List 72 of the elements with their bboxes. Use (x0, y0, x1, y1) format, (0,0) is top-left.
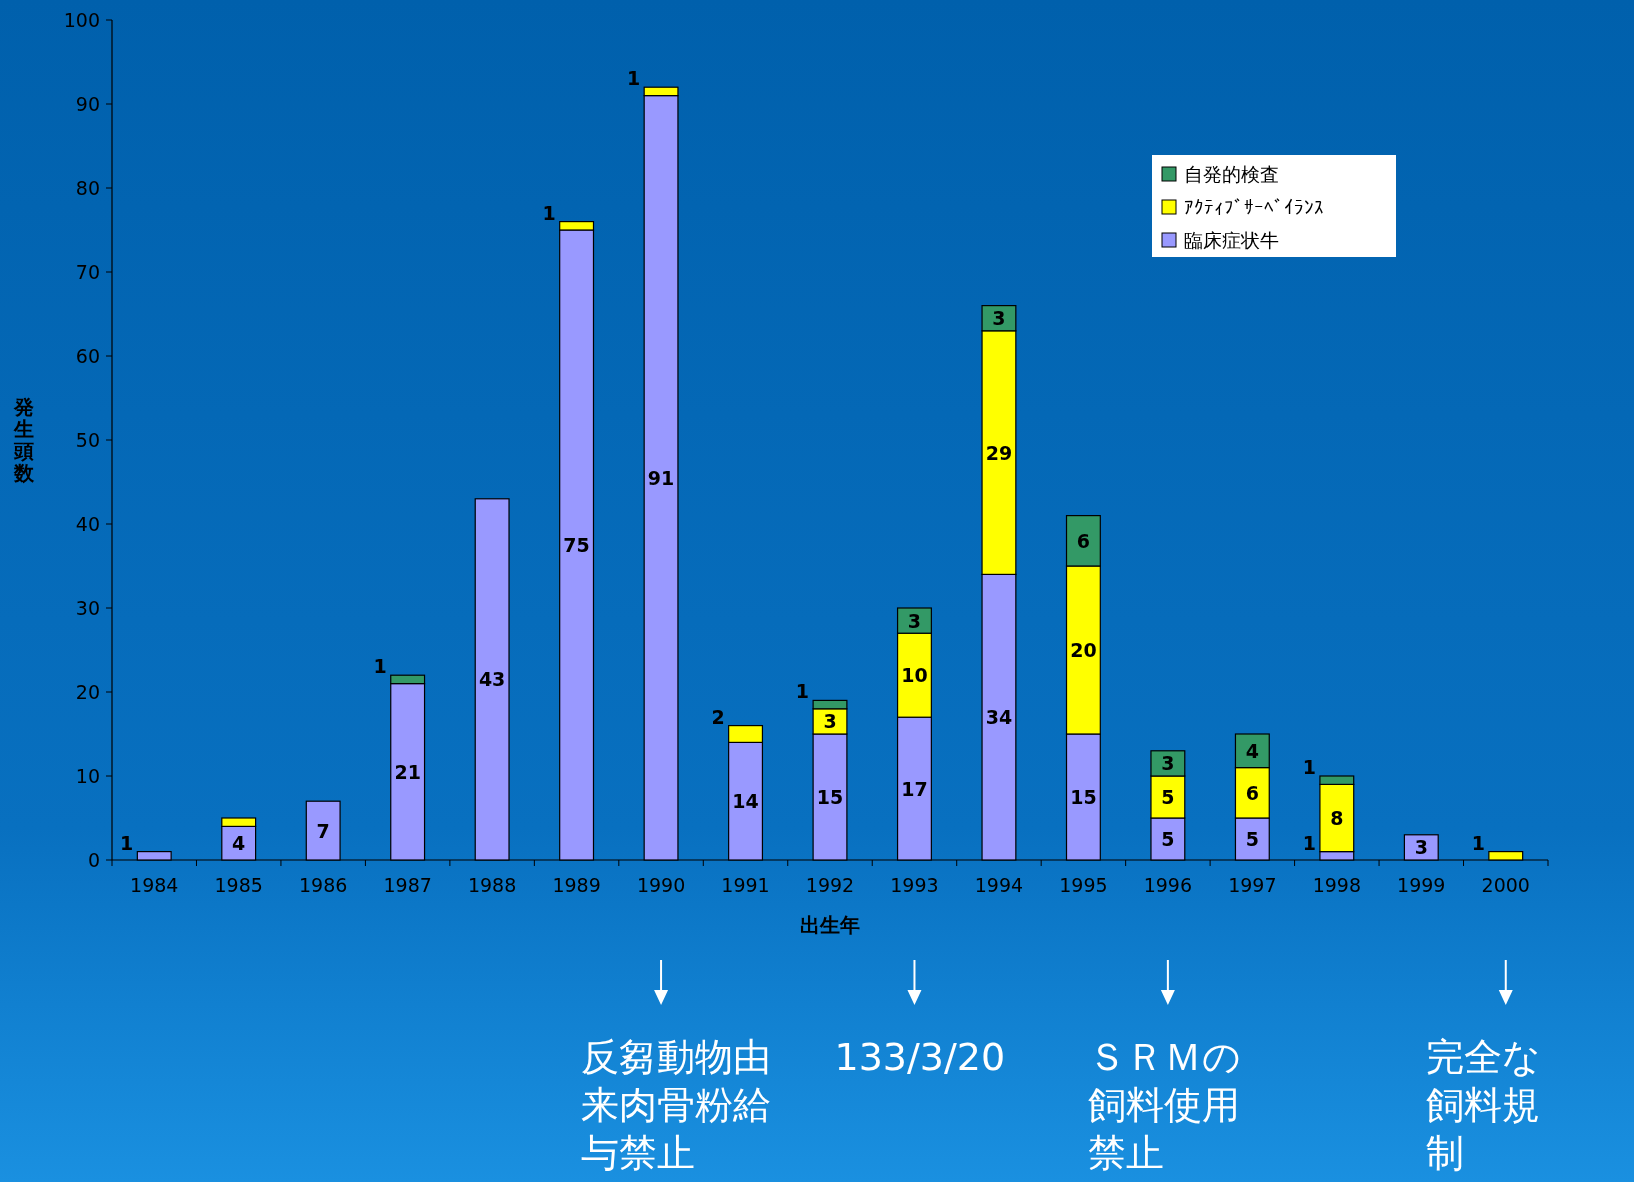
x-tick-label: 2000 (1481, 874, 1530, 896)
legend-label: 臨床症状牛 (1184, 229, 1279, 251)
data-label: 1 (373, 655, 387, 678)
x-tick-label: 1992 (805, 874, 855, 896)
y-tick-label: 80 (75, 177, 100, 199)
data-label: 1 (626, 67, 641, 90)
data-label: 5 (1161, 828, 1175, 850)
data-label: 3 (1161, 752, 1175, 775)
x-tick-label: 1985 (214, 874, 263, 896)
y-tick-label: 0 (87, 849, 100, 871)
x-tick-label: 1994 (974, 874, 1024, 896)
x-tick-label: 1996 (1143, 874, 1193, 896)
data-label: 7 (316, 819, 330, 842)
data-label: 15 (816, 786, 844, 808)
y-tick-label: 10 (75, 765, 100, 787)
data-label: 5 (1161, 786, 1175, 808)
data-label: 10 (901, 664, 928, 687)
data-label: 21 (394, 760, 421, 783)
data-label: 75 (563, 534, 590, 556)
y-tick-label: 50 (75, 429, 100, 451)
data-label: 5 (1245, 828, 1259, 850)
data-label: 4 (1245, 739, 1259, 762)
data-label: 1 (1471, 831, 1485, 854)
legend-label: 自発的検査 (1184, 163, 1279, 185)
data-label: 3 (1414, 836, 1428, 859)
data-label: 1 (120, 831, 134, 854)
x-tick-label: 1990 (636, 874, 686, 896)
data-label: 1 (795, 680, 810, 703)
y-tick-label: 100 (63, 9, 100, 31)
text: 133/3/20 (834, 1035, 1006, 1079)
data-label: 34 (985, 706, 1013, 729)
x-tick-label: 1984 (130, 874, 179, 896)
data-label: 3 (907, 609, 922, 632)
data-label: 4 (232, 832, 246, 855)
data-label: 8 (1330, 807, 1344, 829)
y-tick-label: 90 (75, 93, 100, 115)
data-label: 1 (542, 201, 556, 224)
legend-label: ｱｸﾃｨﾌﾞｻｰﾍﾞｲﾗﾝｽ (1184, 196, 1324, 218)
data-label: 20 (1070, 639, 1097, 661)
x-tick-label: 1988 (467, 874, 517, 896)
x-tick-label: 1999 (1397, 874, 1446, 896)
x-tick-label: 1997 (1228, 874, 1277, 896)
data-label: 1 (1302, 831, 1316, 854)
x-tick-label: 1986 (299, 874, 348, 896)
data-label: 14 (732, 790, 759, 813)
text: 完全な飼料規制 (1425, 1035, 1541, 1175)
x-tick-label: 1995 (1059, 874, 1108, 896)
data-label: 3 (992, 307, 1006, 330)
data-label: 15 (1070, 786, 1097, 808)
x-tick-label: 1993 (890, 874, 939, 896)
x-tick-label: 1991 (721, 874, 770, 896)
y-tick-label: 70 (75, 261, 100, 283)
data-label: 17 (901, 777, 928, 800)
text: ＳＲＭの飼料使用禁止 (1087, 1035, 1241, 1175)
data-label: 2 (711, 705, 725, 728)
data-label: 43 (478, 668, 506, 691)
x-axis-title: 出生年 (800, 913, 860, 937)
y-axis-title: 発生頭数 (13, 395, 35, 485)
y-tick-label: 20 (75, 681, 100, 703)
y-tick-label: 40 (75, 513, 100, 535)
x-tick-label: 1987 (383, 874, 432, 896)
x-tick-label: 1989 (552, 874, 601, 896)
data-label: 1 (1302, 756, 1316, 778)
data-label: 6 (1245, 781, 1259, 804)
data-label: 6 (1076, 529, 1091, 552)
data-label: 3 (823, 710, 837, 733)
y-tick-label: 30 (75, 597, 100, 619)
data-label: 91 (647, 466, 675, 489)
x-tick-label: 1998 (1312, 874, 1361, 896)
y-tick-label: 60 (75, 345, 100, 367)
data-label: 29 (985, 441, 1013, 464)
text: 反芻動物由来肉骨粉給与禁止 (581, 1035, 772, 1175)
